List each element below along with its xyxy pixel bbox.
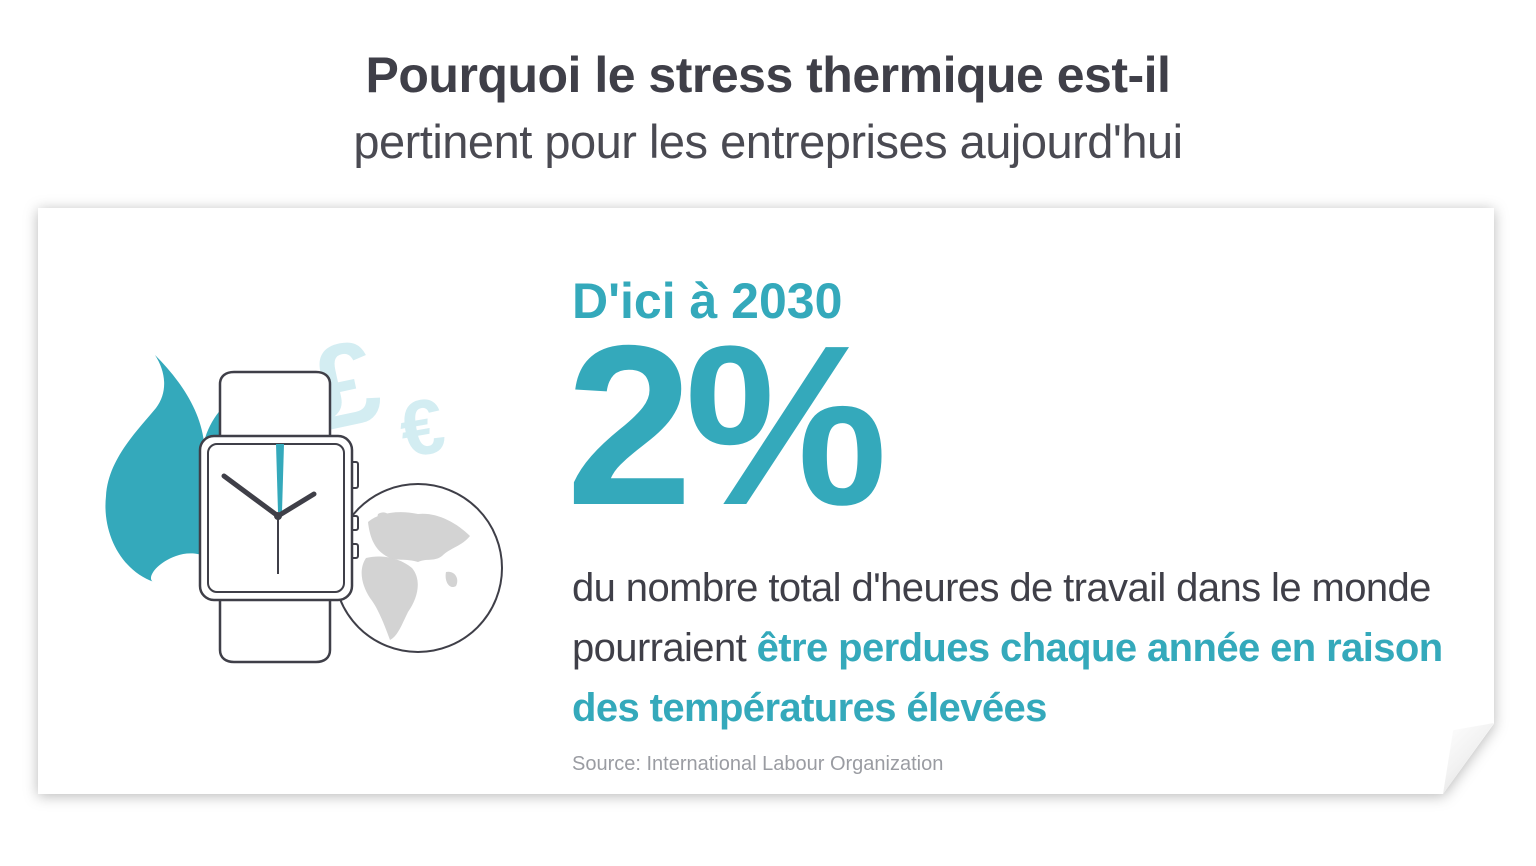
smartwatch-icon [198,370,359,664]
euro-icon: € [393,380,451,474]
page-title: Pourquoi le stress thermique est-il [365,47,1171,103]
description-highlight: être perdues chaque année en raison des … [572,626,1443,730]
source-citation: Source: International Labour Organizatio… [572,753,944,775]
statistic-value: 2% [566,299,888,553]
page-subtitle: pertinent pour les entreprises aujourd'h… [353,115,1183,168]
statistic-description: du nombre total d'heures de travail dans… [572,558,1482,738]
globe-icon [333,483,503,653]
description-plain: du nombre total d'heures de travail dans… [572,566,1431,670]
illustration: £ € [105,314,503,664]
headline-year: D'ici à 2030 [572,273,843,329]
